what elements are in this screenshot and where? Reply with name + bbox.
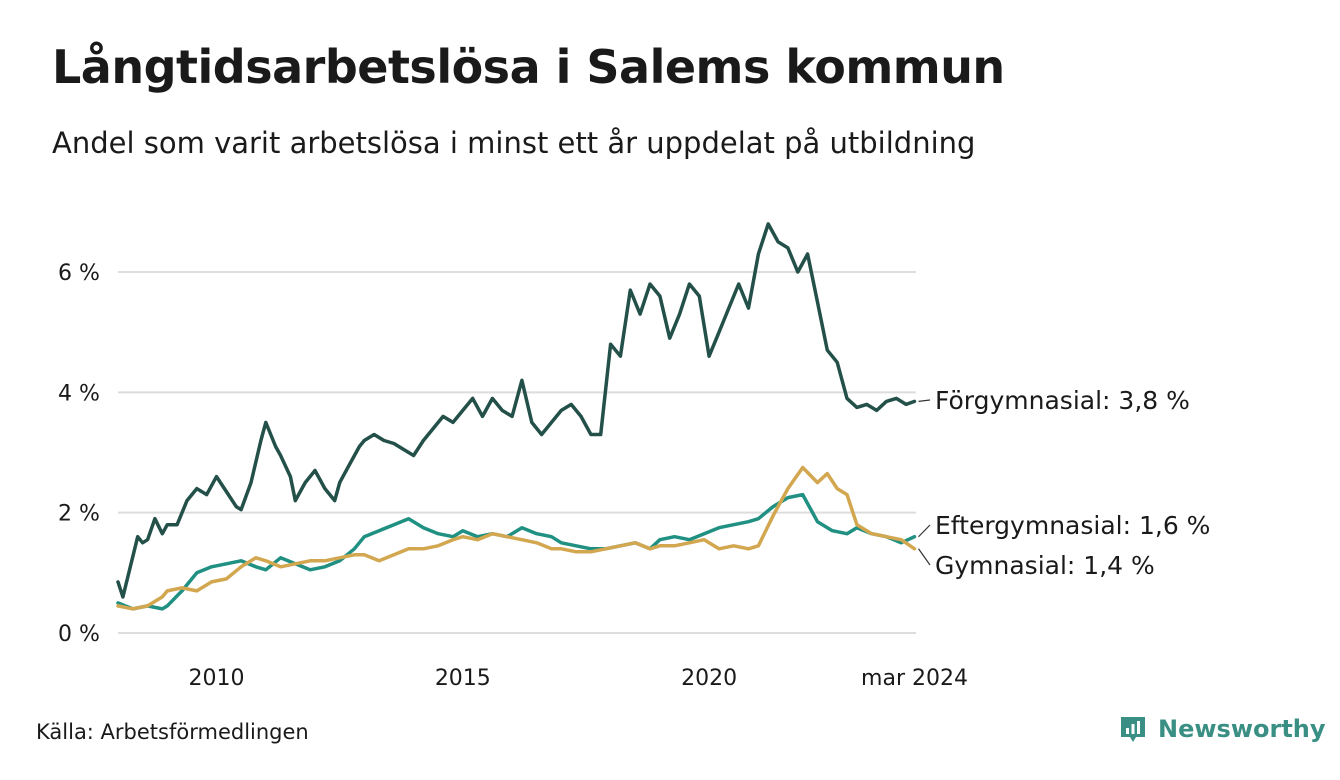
- end-label-connector: [918, 524, 931, 538]
- end-label-gymnasial: Gymnasial: 1,4 %: [935, 551, 1155, 580]
- series-line-gymnasial: [116, 465, 917, 611]
- x-tick-label: 2020: [681, 666, 737, 691]
- end-label-förgymnasial: Förgymnasial: 3,8 %: [935, 386, 1190, 415]
- source-note: Källa: Arbetsförmedlingen: [36, 720, 309, 744]
- newsworthy-logo-icon: [1121, 717, 1145, 742]
- end-label-connector: [918, 548, 931, 566]
- newsworthy-logo-text: Newsworthy: [1158, 715, 1326, 743]
- end-label-eftergymnasial: Eftergymnasial: 1,6 %: [935, 511, 1210, 540]
- newsworthy-logo: Newsworthy: [1118, 714, 1326, 744]
- chart-title: Långtidsarbetslösa i Salems kommun: [52, 40, 1005, 94]
- y-tick-label: 0 %: [58, 622, 100, 647]
- x-tick-label: 2010: [189, 666, 245, 691]
- x-tick-label: 2015: [435, 666, 491, 691]
- end-label-connector: [918, 399, 931, 402]
- chart-subtitle: Andel som varit arbetslösa i minst ett å…: [52, 126, 976, 160]
- y-tick-label: 2 %: [58, 502, 100, 527]
- y-tick-label: 6 %: [58, 261, 100, 286]
- y-tick-label: 4 %: [58, 381, 100, 406]
- x-tick-label: mar 2024: [861, 666, 968, 691]
- series-line-förgymnasial: [116, 222, 917, 599]
